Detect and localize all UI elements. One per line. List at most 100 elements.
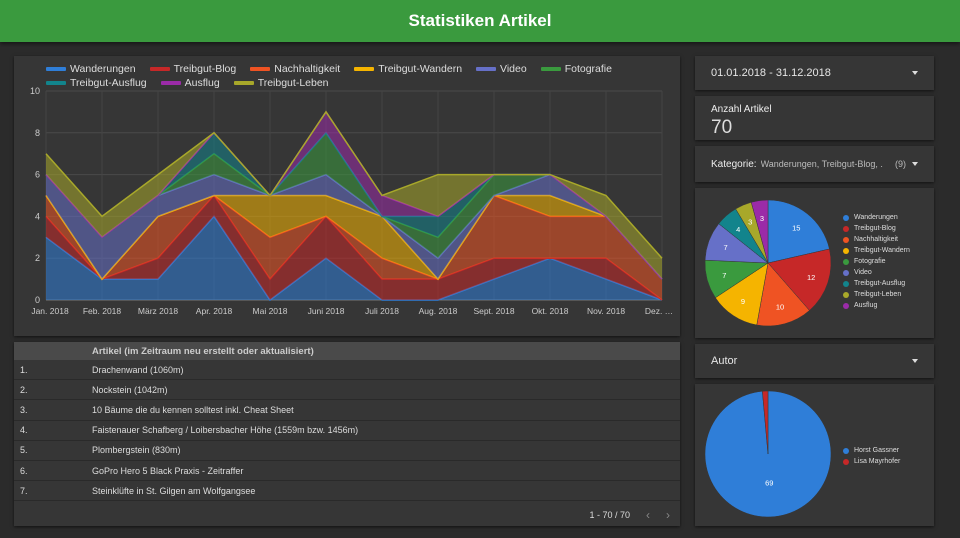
category-filter[interactable]: Kategorie: Wanderungen, Treibgut-Blog, .… <box>695 146 934 182</box>
x-tick-label: Sept. 2018 <box>473 306 514 316</box>
legend-swatch <box>46 67 66 71</box>
legend-label: Fotografie <box>854 258 886 265</box>
count-value: 70 <box>711 117 733 138</box>
legend-item[interactable]: Video <box>476 62 527 76</box>
x-tick-label: Juli 2018 <box>365 306 399 316</box>
table-header-row: Artikel (im Zeitraum neu erstellt oder a… <box>14 342 680 360</box>
legend-item[interactable]: Treibgut-Wandern <box>354 62 462 76</box>
legend-item[interactable]: Treibgut-Blog <box>149 62 237 76</box>
articles-table: Artikel (im Zeitraum neu erstellt oder a… <box>14 342 680 502</box>
row-number: 5. <box>14 440 92 461</box>
legend-label: Wanderungen <box>854 214 898 221</box>
pie-slice-label: 7 <box>723 243 727 252</box>
table-row[interactable]: 3. 10 Bäume die du kennen solltest inkl. … <box>14 399 680 421</box>
pie-legend-item[interactable]: Treibgut-Wandern <box>843 245 910 256</box>
pie-legend-item[interactable]: Lisa Mayrhofer <box>843 456 900 467</box>
page-title: Statistiken Artikel <box>408 11 552 30</box>
legend-dot <box>843 458 849 465</box>
pie-legend-item[interactable]: Nachhaltigkeit <box>843 234 910 245</box>
legend-item[interactable]: Ausflug <box>160 76 220 90</box>
table-body: 1. Drachenwand (1060m) 2. Nockstein (1042m)… <box>14 360 680 502</box>
pie-slice-label: 3 <box>748 217 752 226</box>
legend-swatch <box>160 81 181 85</box>
pie-slice-label: 12 <box>807 273 815 282</box>
legend-label: Treibgut-Leben <box>854 291 902 298</box>
pie-slice-ausflug <box>750 199 769 264</box>
x-tick-label: Nov. 2018 <box>587 306 625 316</box>
area-series-wanderungen <box>46 216 662 300</box>
legend-dot <box>843 280 849 287</box>
legend-label: Treibgut-Blog <box>173 63 237 75</box>
row-number: 1. <box>14 360 92 381</box>
row-number: 4. <box>14 420 92 441</box>
count-label: Anzahl Artikel <box>711 104 772 115</box>
pie-legend-item[interactable]: Ausflug <box>843 300 910 311</box>
pie-legend-item[interactable]: Wanderungen <box>843 212 910 223</box>
pie-legend-item[interactable]: Treibgut-Ausflug <box>843 278 910 289</box>
legend-label: Video <box>500 63 527 75</box>
legend-swatch <box>46 81 66 85</box>
legend-label: Video <box>854 269 872 276</box>
article-count-scorecard: Anzahl Artikel 70 <box>695 96 934 140</box>
table-row[interactable]: 1. Drachenwand (1060m) <box>14 360 680 381</box>
area-chart-legend: Wanderungen Treibgut-Blog Nachhaltigkeit Tr… <box>46 62 666 90</box>
next-page-icon[interactable]: › <box>666 508 670 522</box>
legend-dot <box>843 302 849 309</box>
area-chart-card: Wanderungen Treibgut-Blog Nachhaltigkeit Tr… <box>14 56 680 336</box>
x-tick-label: Feb. 2018 <box>83 306 122 316</box>
table-row[interactable]: 7. Steinklüfte in St. Gilgen am Wolfgangs… <box>14 480 680 502</box>
legend-label: Treibgut-Ausflug <box>70 77 147 89</box>
pagination: 1 - 70 / 70 ‹ › <box>589 508 670 522</box>
category-label: Kategorie: <box>711 158 757 170</box>
pie-slice-lisa-mayrhofer <box>762 390 769 455</box>
legend-swatch <box>540 67 561 71</box>
legend-swatch <box>233 81 254 85</box>
date-range-text: 01.01.2018 - 31.12.2018 <box>711 67 831 79</box>
pie-legend-item[interactable]: Video <box>843 267 910 278</box>
x-tick-label: Aug. 2018 <box>419 306 458 316</box>
pie-legend-item[interactable]: Treibgut-Leben <box>843 289 910 300</box>
legend-item[interactable]: Wanderungen <box>46 62 136 76</box>
legend-item[interactable]: Nachhaltigkeit <box>250 62 340 76</box>
legend-dot <box>843 447 849 454</box>
date-range-selector[interactable]: 01.01.2018 - 31.12.2018 <box>695 56 934 90</box>
y-tick-label: 0 <box>35 295 40 305</box>
y-tick-label: 6 <box>35 170 40 180</box>
table-row[interactable]: 4. Faistenauer Schafberg / Loibersbacher … <box>14 420 680 441</box>
x-tick-label: Juni 2018 <box>308 306 345 316</box>
articles-table-card: Artikel (im Zeitraum neu erstellt oder a… <box>14 342 680 526</box>
legend-swatch <box>354 67 375 71</box>
y-tick-label: 2 <box>35 253 40 263</box>
pie-slice-treibgut-blog <box>767 248 832 311</box>
row-number: 3. <box>14 399 92 421</box>
pie-slice-label: 15 <box>792 224 800 233</box>
legend-dot <box>843 236 849 243</box>
pie-slice-nachhaltigkeit <box>756 262 810 327</box>
table-row[interactable]: 2. Nockstein (1042m) <box>14 379 680 401</box>
prev-page-icon[interactable]: ‹ <box>646 508 650 522</box>
table-row[interactable]: 6. GoPro Hero 5 Black Praxis - Zeitraffer <box>14 460 680 482</box>
legend-item[interactable]: Treibgut-Leben <box>233 76 329 90</box>
author-pie-card: 69 Horst Gassner Lisa Mayrhofer <box>695 384 934 526</box>
legend-item[interactable]: Fotografie <box>540 62 612 76</box>
row-number: 6. <box>14 460 92 482</box>
dropdown-caret-icon <box>912 71 918 75</box>
table-header-title[interactable]: Artikel (im Zeitraum neu erstellt oder a… <box>92 342 680 360</box>
table-row[interactable]: 5. Plombergstein (830m) <box>14 440 680 461</box>
pie-legend-item[interactable]: Horst Gassner <box>843 445 900 456</box>
row-number: 7. <box>14 480 92 502</box>
author-filter[interactable]: Autor <box>695 344 934 378</box>
row-number: 2. <box>14 379 92 401</box>
area-series-fotografie <box>46 132 662 280</box>
line-series-treibgut-leben <box>45 110 663 259</box>
legend-item[interactable]: Treibgut-Ausflug <box>46 76 147 90</box>
author-pie-chart: 69 <box>704 390 832 518</box>
pie-slice-wanderungen <box>767 199 830 264</box>
y-tick-label: 10 <box>30 86 40 96</box>
pie-legend-item[interactable]: Treibgut-Blog <box>843 223 910 234</box>
legend-dot <box>843 214 849 221</box>
pie-legend-item[interactable]: Fotografie <box>843 256 910 267</box>
legend-label: Lisa Mayrhofer <box>854 458 901 465</box>
legend-label: Nachhaltigkeit <box>274 63 341 75</box>
